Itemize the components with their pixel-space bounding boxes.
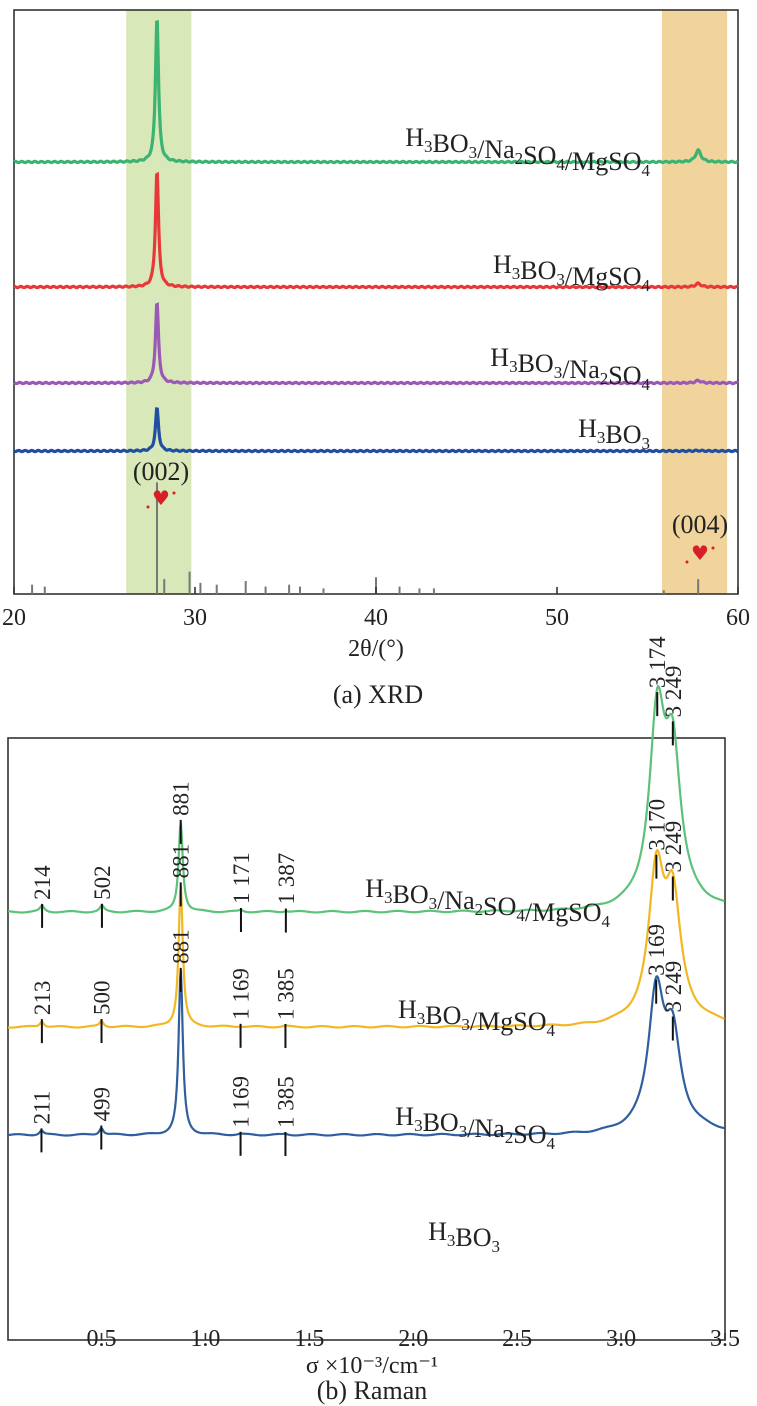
raman-x-tick-label-0: 0.5 <box>87 1326 117 1352</box>
raman-peak-label-1-4: 1 385 <box>273 968 298 1020</box>
raman-series-label-2: H3BO3/Na2SO4 <box>395 1102 555 1153</box>
xrd-annotation-label-0: (002) <box>133 457 189 486</box>
raman-peak-label-0-1: 502 <box>90 865 115 900</box>
raman-peak-label-3-0: 129 <box>32 0 66 5</box>
xrd-x-tick-label-1: 30 <box>183 605 207 631</box>
raman-peak-label-1-6: 3 249 <box>661 821 686 873</box>
raman-peak-label-3-3: 881 <box>189 0 224 5</box>
raman-peak-label-0-4: 1 387 <box>274 853 299 905</box>
raman-peak-label-0-3: 1 171 <box>229 852 254 904</box>
xrd-annotation-heart-icon-0: ♥ <box>152 486 170 510</box>
xrd-highlight-band-1 <box>661 10 728 594</box>
raman-peak-label-2-2: 881 <box>169 929 194 964</box>
raman-peak-label-3-7: 3 249 <box>681 0 733 5</box>
raman-peak-label-0-6: 3 249 <box>661 666 686 718</box>
raman-plot-frame <box>7 737 726 1341</box>
raman-x-axis-title: σ ×10⁻³/cm⁻¹ <box>306 1353 438 1379</box>
xrd-panel: H3BO3/Na2SO4/MgSO4 H3BO3/MgSO4 H3BO3/Na2SO… <box>2 9 750 709</box>
xrd-plot-frame <box>13 9 739 595</box>
raman-x-tick-label-2: 1.5 <box>294 1326 324 1352</box>
raman-x-tick-label-5: 3.0 <box>606 1326 636 1352</box>
xrd-series-label-1: H3BO3/MgSO4 <box>493 250 650 295</box>
xrd-annotation-dot-0b <box>172 491 176 495</box>
raman-peak-label-3-6: 3 170 <box>664 0 716 5</box>
raman-peak-label-3-4: 1 169 <box>249 0 301 5</box>
xrd-x-tick-label-2: 40 <box>364 605 388 631</box>
xrd-series-label-2: H3BO3/Na2SO4 <box>490 343 650 394</box>
xrd-x-tick-label-4: 60 <box>726 605 750 631</box>
raman-x-tick-label-4: 2.5 <box>502 1326 532 1352</box>
raman-peak-label-2-5: 3 169 <box>644 924 669 976</box>
xrd-annotation-dot-0a <box>146 505 150 509</box>
raman-series-label-1: H3BO3/MgSO4 <box>398 995 555 1040</box>
raman-peak-label-3-1: 211 <box>49 0 83 5</box>
raman-caption: (b) Raman <box>317 1376 427 1405</box>
raman-series-line-2 <box>7 970 725 1137</box>
xrd-annotation-label-1: (004) <box>672 510 728 539</box>
raman-x-tick-label-1: 1.0 <box>190 1326 220 1352</box>
raman-peak-label-3-2: 502 <box>110 0 145 5</box>
raman-peak-label-0-2: 881 <box>169 781 194 816</box>
xrd-annotation-heart-icon-1: ♥ <box>691 541 709 565</box>
raman-peak-label-2-0: 211 <box>29 1091 54 1125</box>
raman-peak-label-0-5: 3 174 <box>645 636 670 688</box>
raman-peak-label-0-0: 214 <box>30 865 55 900</box>
raman-series-label-0: H3BO3/Na2SO4/MgSO4 <box>365 874 610 931</box>
raman-series-line-0 <box>7 684 725 914</box>
raman-peak-label-1-1: 500 <box>90 981 115 1016</box>
raman-peak-label-2-6: 3 249 <box>661 961 686 1013</box>
raman-x-tick-label-3: 2.0 <box>398 1326 428 1352</box>
raman-peak-label-2-4: 1 385 <box>273 1076 298 1128</box>
xrd-series-line-2 <box>13 302 739 386</box>
xrd-series-line-3 <box>13 407 739 454</box>
xrd-series-line-0 <box>13 20 739 165</box>
raman-peak-label-1-0: 213 <box>30 981 55 1016</box>
xrd-series-line-1 <box>13 171 739 290</box>
raman-peak-label-3-5: 1 385 <box>293 0 345 5</box>
raman-series-label-3: H3BO3 <box>428 1217 500 1256</box>
xrd-x-axis-title: 2θ/(°) <box>348 636 404 662</box>
xrd-annotation-dot-1a <box>685 560 689 564</box>
raman-peak-label-1-2: 881 <box>169 844 194 879</box>
xrd-x-tick-label-3: 50 <box>545 605 569 631</box>
xrd-annotation-dot-1b <box>711 546 715 550</box>
raman-peak-label-1-3: 1 169 <box>229 968 254 1020</box>
raman-peak-label-1-5: 3 170 <box>644 799 669 851</box>
raman-peak-label-2-1: 499 <box>89 1087 114 1122</box>
raman-series-line-1 <box>7 848 726 1029</box>
raman-x-tick-label-6: 3.5 <box>710 1326 740 1352</box>
xrd-x-tick-label-0: 20 <box>2 605 26 631</box>
xrd-series-label-3: H3BO3 <box>578 414 650 453</box>
xrd-caption: (a) XRD <box>333 680 423 709</box>
xrd-series-label-0: H3BO3/Na2SO4/MgSO4 <box>405 123 650 180</box>
raman-peak-label-2-3: 1 169 <box>229 1076 254 1128</box>
